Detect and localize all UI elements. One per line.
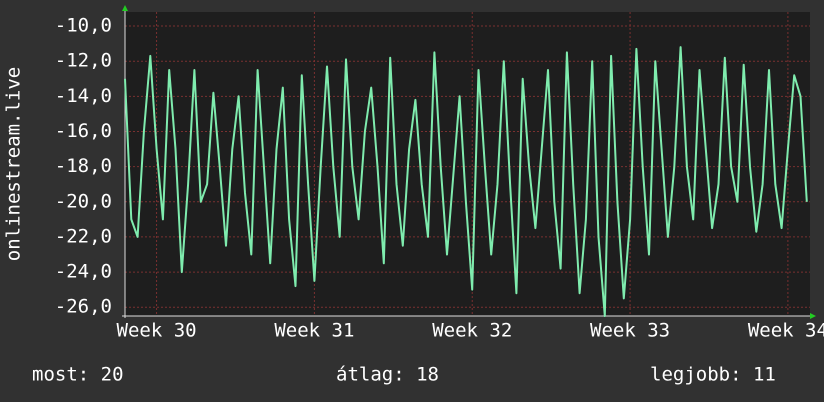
data-line [124, 46, 808, 317]
x-tick-label: Week 32 [432, 320, 512, 342]
y-tick-label: -12,0 [55, 50, 112, 72]
stat-average: átlag: 18 [336, 364, 439, 386]
stat-current: most: 20 [32, 364, 124, 386]
y-tick-label: -24,0 [55, 261, 112, 283]
x-tick-label: Week 34 [748, 320, 824, 342]
x-axis-arrow [810, 313, 816, 319]
x-tick-label: Week 33 [590, 320, 670, 342]
y-tick-label: -26,0 [55, 296, 112, 318]
y-tick-label: -22,0 [55, 225, 112, 247]
y-tick-label: -18,0 [55, 155, 112, 177]
y-tick-label: -14,0 [55, 85, 112, 107]
y-axis-label: onlinestream.live [3, 67, 25, 261]
y-axis-arrow [122, 5, 128, 11]
y-tick-label: -10,0 [55, 15, 112, 37]
y-tick-label: -16,0 [55, 120, 112, 142]
y-tick-label: -20,0 [55, 190, 112, 212]
x-tick-label: Week 31 [274, 320, 354, 342]
stat-best: legjobb: 11 [650, 364, 776, 386]
x-tick-label: Week 30 [117, 320, 197, 342]
